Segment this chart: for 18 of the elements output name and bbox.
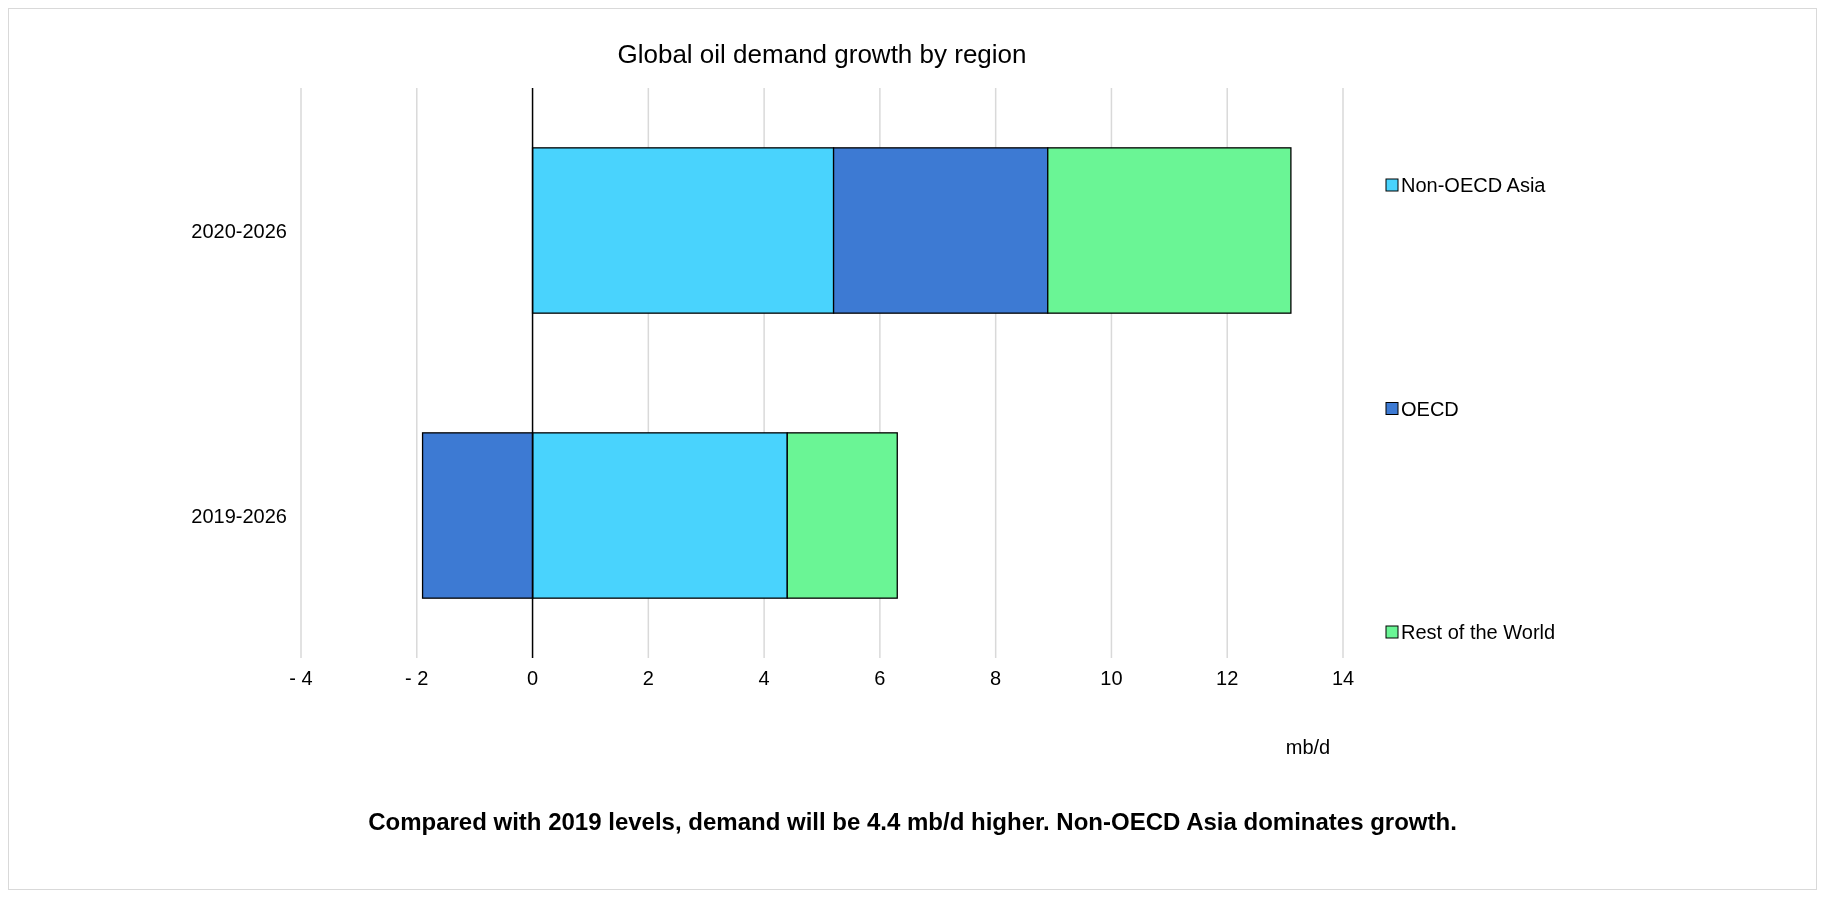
y-tick-label: 2020-2026 <box>191 219 287 242</box>
x-tick-label: 6 <box>874 667 886 689</box>
x-tick-label: - 2 <box>405 667 429 689</box>
legend-label: OECD <box>1401 397 1459 420</box>
x-tick-label: 0 <box>526 667 539 689</box>
x-tick-label: 14 <box>1331 667 1355 689</box>
x-tick-label: 8 <box>990 667 1002 689</box>
x-axis-title: mb/d <box>1285 736 1331 758</box>
x-tick-label: 10 <box>1100 667 1123 689</box>
x-tick-label: 12 <box>1216 667 1239 689</box>
y-tick-label: 2019-2026 <box>191 504 287 527</box>
legend-label: Rest of the World <box>1401 621 1556 643</box>
chart-title: Global oil demand growth by region <box>617 39 1027 69</box>
x-tick-label: 4 <box>758 667 770 689</box>
text: Compared with 2019 levels, demand will be 4.4 mb/d higher. Non-OECD Asia dominates growth. <box>368 808 1457 835</box>
x-tick-label: 2 <box>642 667 654 689</box>
legend-label: Non-OECD Asia <box>1401 174 1547 196</box>
x-tick-label: - 4 <box>289 667 313 689</box>
